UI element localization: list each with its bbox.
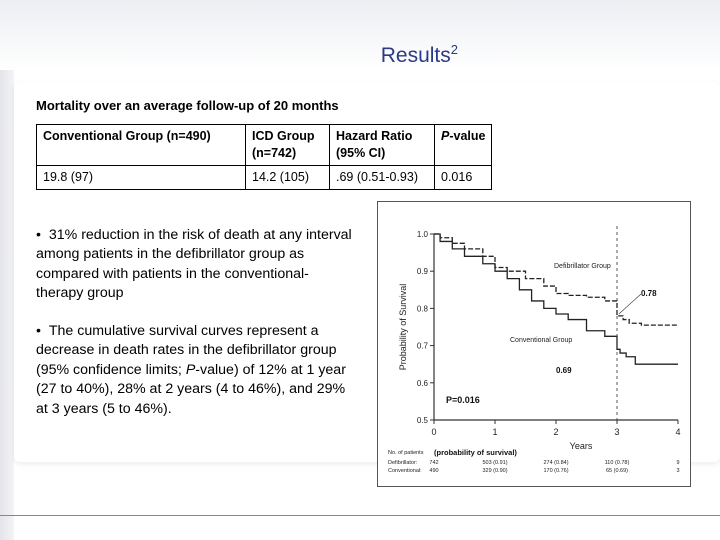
y-axis-title: Probability of Survival bbox=[398, 284, 408, 371]
p-value-label: P=0.016 bbox=[446, 395, 480, 405]
series-line-conventional bbox=[434, 233, 678, 365]
results-table-row: 19.8 (97) 14.2 (105) .69 (0.51-0.93) 0.0… bbox=[36, 165, 493, 190]
survival-chart-svg: 1.0 0.9 0.8 0.7 0.6 0.50 1 2 3 4 Years Probability … bbox=[388, 226, 681, 474]
cell-p-value: 0.016 bbox=[433, 165, 493, 190]
x-axis-title: Years bbox=[570, 441, 593, 451]
y-tick-label: 0.8 bbox=[417, 304, 429, 313]
at-risk-value: 65 (0.69) bbox=[606, 468, 628, 474]
cell-conventional: 19.8 (97) bbox=[36, 165, 246, 190]
background-top-band bbox=[0, 0, 720, 70]
defibrillator-value-label: 0.78 bbox=[641, 289, 657, 298]
x-tick-label: 2 bbox=[553, 427, 558, 437]
at-risk-value: 110 (0.78) bbox=[605, 460, 630, 466]
at-risk-value: 329 (0.90) bbox=[482, 468, 507, 474]
slide-title-text: Results bbox=[380, 44, 451, 67]
y-tick-label: 0.7 bbox=[417, 342, 429, 351]
bullet-2-marker: • bbox=[36, 323, 41, 339]
at-risk-value: 9 bbox=[676, 460, 679, 466]
results-table-header-row: Conventional Group (n=490) ICD Group (n=… bbox=[36, 124, 493, 166]
x-tick-label: 3 bbox=[614, 427, 619, 437]
at-risk-row-label: Conventional: bbox=[388, 468, 422, 474]
cell-icd: 14.2 (105) bbox=[245, 165, 330, 190]
bullet-2-text-post: -value) of 12% at 1 year (27 to 40%), 28… bbox=[36, 361, 346, 417]
bullet-2-italic: P bbox=[185, 361, 196, 378]
slide-title: Results2 bbox=[381, 42, 458, 68]
header-icd: ICD Group (n=742) bbox=[245, 124, 330, 166]
at-risk-value: 274 (0.84) bbox=[543, 460, 568, 466]
conventional-value-label: 0.69 bbox=[556, 366, 572, 375]
results-table: Conventional Group (n=490) ICD Group (n=… bbox=[36, 124, 493, 190]
y-tick-label: 0.9 bbox=[417, 267, 429, 276]
header-p-value: P-value bbox=[433, 124, 493, 166]
at-risk-value: 503 (0.91) bbox=[482, 460, 507, 466]
y-tick-label: 0.6 bbox=[417, 379, 429, 388]
slide-title-superscript: 2 bbox=[450, 42, 458, 57]
survival-chart: 1.0 0.9 0.8 0.7 0.6 0.5 0 1 2 3 4 Years Probability … bbox=[377, 201, 691, 487]
legend-conventional-label: Conventional Group bbox=[510, 337, 572, 344]
bullet-2-text-pre: The cumulative survival curves represent… bbox=[36, 323, 337, 378]
x-tick-label: 0 bbox=[431, 427, 436, 437]
background-left-band bbox=[0, 0, 14, 540]
y-tick-label: 0.5 bbox=[417, 416, 429, 425]
bullet-1-marker: • bbox=[36, 227, 41, 243]
header-conventional: Conventional Group (n=490) bbox=[36, 124, 246, 166]
header-p-italic: P bbox=[441, 129, 450, 143]
legend-defibrillator-label: Defibrillator Group bbox=[554, 263, 611, 270]
bottom-rule bbox=[0, 515, 720, 516]
series-line-defibrillator bbox=[434, 233, 678, 326]
x-tick-label: 1 bbox=[492, 427, 497, 437]
at-risk-value: 742 bbox=[429, 460, 438, 466]
at-risk-value: 490 bbox=[429, 468, 438, 474]
at-risk-value: 170 (0.76) bbox=[543, 468, 568, 474]
cell-hazard-ratio: .69 (0.51-0.93) bbox=[329, 165, 435, 190]
bullet-1: • 31% reduction in the risk of death at … bbox=[36, 226, 352, 304]
header-p-suffix: -value bbox=[449, 129, 486, 143]
bullet-1-text: 31% reduction in the risk of death at an… bbox=[36, 227, 352, 302]
slide-subtitle: Mortality over an average follow-up of 2… bbox=[36, 98, 339, 113]
defibrillator-leader-line bbox=[618, 293, 642, 315]
at-risk-row-label: Defibrillator: bbox=[388, 460, 418, 466]
at-risk-header: No. of patients bbox=[388, 450, 424, 456]
at-risk-note: (probability of survival) bbox=[434, 448, 517, 457]
x-tick-label: 4 bbox=[675, 427, 680, 437]
bullet-2: • The cumulative survival curves represe… bbox=[36, 322, 352, 419]
at-risk-value: 3 bbox=[676, 468, 679, 474]
y-tick-label: 1.0 bbox=[417, 230, 429, 239]
header-hazard-ratio: Hazard Ratio (95% CI) bbox=[329, 124, 435, 166]
